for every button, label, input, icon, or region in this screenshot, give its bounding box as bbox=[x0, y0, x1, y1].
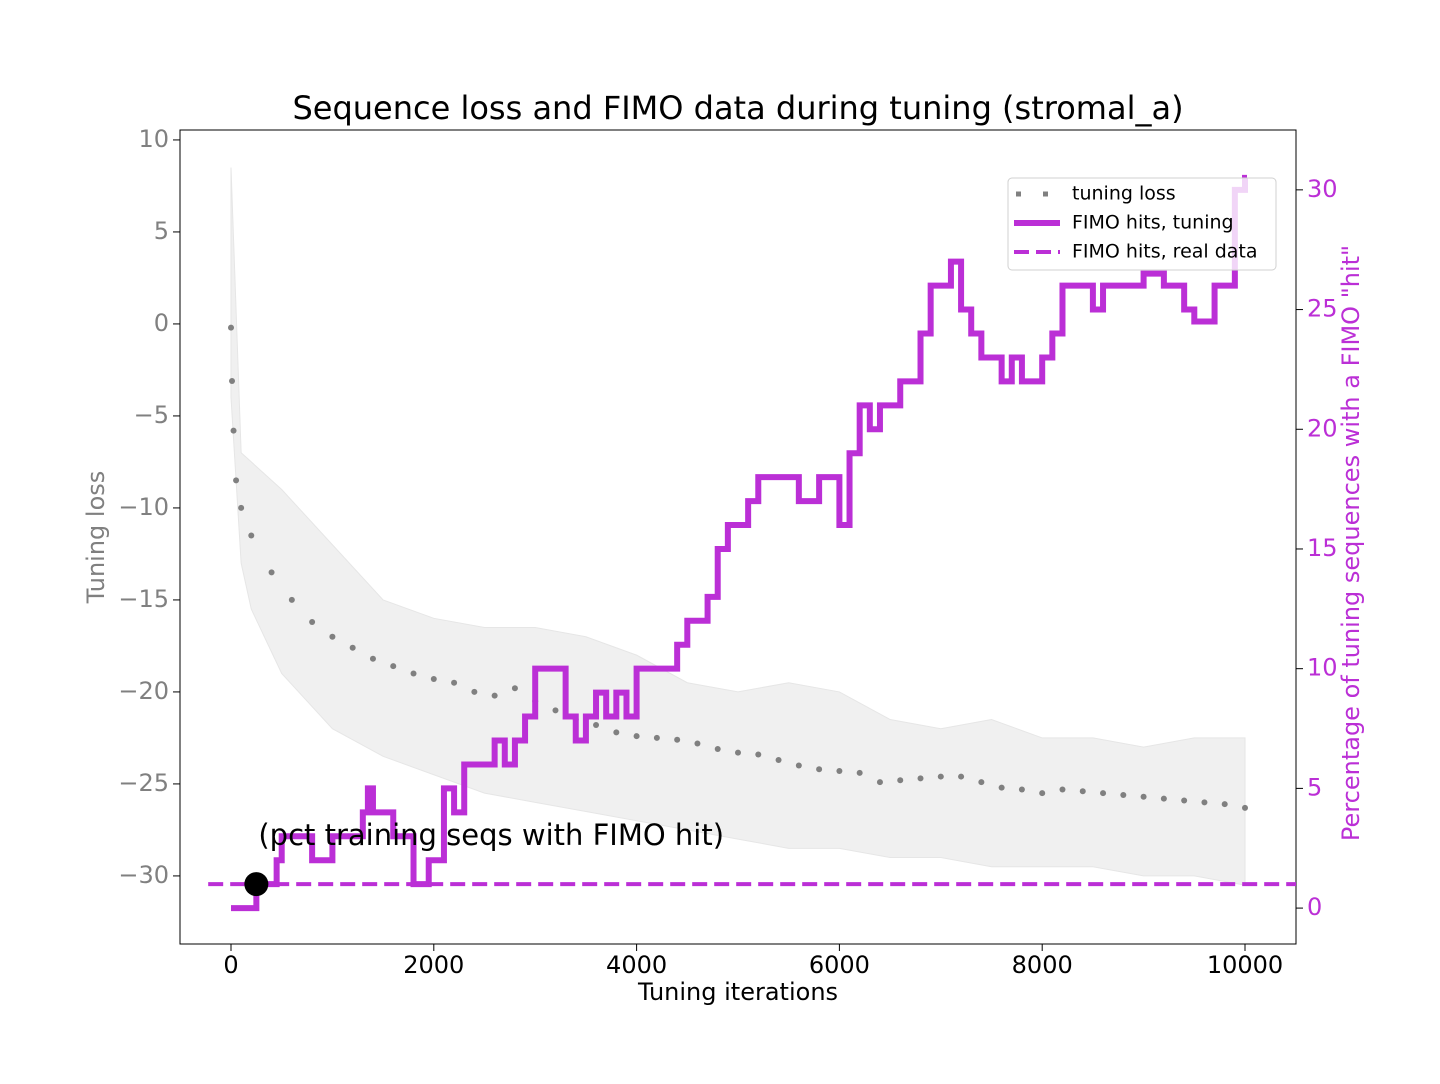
y-tick-label: −15 bbox=[118, 585, 169, 613]
loss-point bbox=[471, 688, 478, 695]
loss-point bbox=[238, 504, 245, 511]
loss-point bbox=[1120, 791, 1127, 798]
loss-point bbox=[937, 773, 944, 780]
loss-point bbox=[329, 633, 336, 640]
loss-point bbox=[369, 655, 376, 662]
loss-point bbox=[1079, 788, 1086, 795]
fimo-line bbox=[231, 174, 1248, 912]
loss-point bbox=[775, 757, 782, 764]
loss-point bbox=[897, 777, 904, 784]
loss-point bbox=[1241, 804, 1248, 811]
x-tick-label: 10000 bbox=[1207, 951, 1283, 979]
loss-point bbox=[1181, 797, 1188, 804]
y-tick-label: −30 bbox=[118, 861, 169, 889]
loss-point bbox=[1100, 790, 1107, 797]
loss-point bbox=[653, 734, 660, 741]
loss-point bbox=[248, 532, 255, 539]
loss-point bbox=[552, 707, 559, 714]
loss-point bbox=[268, 569, 275, 576]
legend-label: tuning loss bbox=[1072, 183, 1176, 205]
loss-point bbox=[1201, 799, 1208, 806]
plot-frame bbox=[179, 129, 1297, 945]
x-tick-label: 8000 bbox=[1012, 951, 1073, 979]
loss-point bbox=[1039, 790, 1046, 797]
loss-point bbox=[230, 427, 237, 434]
y2-tick-label: 5 bbox=[1307, 773, 1322, 801]
loss-point bbox=[288, 596, 295, 603]
loss-point bbox=[309, 619, 316, 626]
loss-point bbox=[978, 779, 985, 786]
y2-tick-label: 20 bbox=[1307, 414, 1338, 442]
loss-point bbox=[593, 722, 600, 729]
x-axis-label: Tuning iterations bbox=[637, 978, 838, 1006]
y-tick-label: −25 bbox=[118, 769, 169, 797]
loss-point bbox=[613, 729, 620, 736]
loss-point bbox=[1160, 795, 1167, 802]
loss-point bbox=[755, 751, 762, 758]
y-tick-label: −20 bbox=[118, 677, 169, 705]
loss-point bbox=[511, 685, 518, 692]
loss-point bbox=[876, 779, 883, 786]
loss-point bbox=[836, 768, 843, 775]
loss-point bbox=[714, 745, 721, 752]
legend-box bbox=[1007, 177, 1277, 271]
y-tick-label: 5 bbox=[154, 217, 169, 245]
loss-point bbox=[390, 663, 397, 670]
chart-title: Sequence loss and FIMO data during tunin… bbox=[292, 89, 1183, 127]
y-tick-label: −10 bbox=[118, 493, 169, 521]
y2-tick-label: 10 bbox=[1307, 654, 1338, 682]
annotation-point bbox=[244, 872, 269, 897]
y2-axis-label: Percentage of tuning sequences with a FI… bbox=[1337, 245, 1365, 841]
loss-point bbox=[1018, 786, 1025, 793]
loss-point bbox=[451, 679, 458, 686]
y-tick-label: 0 bbox=[154, 309, 169, 337]
loss-point bbox=[1221, 801, 1228, 808]
x-tick-label: 0 bbox=[223, 951, 238, 979]
y-axis-label: Tuning loss bbox=[82, 471, 110, 605]
x-tick-label: 4000 bbox=[606, 951, 667, 979]
legend-label: FIMO hits, real data bbox=[1072, 241, 1258, 263]
y-tick-label: −5 bbox=[134, 401, 169, 429]
loss-point bbox=[229, 377, 236, 384]
loss-point bbox=[856, 769, 863, 776]
loss-point bbox=[228, 324, 235, 331]
legend-marker bbox=[1043, 191, 1048, 197]
legend-label: FIMO hits, tuning bbox=[1072, 212, 1234, 234]
loss-point bbox=[795, 762, 802, 769]
y2-tick-label: 25 bbox=[1307, 295, 1338, 323]
loss-point bbox=[998, 784, 1005, 791]
loss-point bbox=[633, 733, 640, 740]
loss-point bbox=[816, 766, 823, 773]
loss-point bbox=[694, 740, 701, 747]
loss-point bbox=[674, 736, 681, 743]
loss-point bbox=[233, 477, 240, 484]
x-tick-label: 2000 bbox=[403, 951, 464, 979]
loss-point bbox=[349, 644, 356, 651]
loss-point bbox=[735, 749, 741, 756]
y-tick-label: 10 bbox=[138, 125, 169, 153]
legend-marker bbox=[1016, 191, 1021, 197]
y2-tick-label: 0 bbox=[1307, 893, 1322, 921]
loss-point bbox=[958, 773, 965, 780]
annotation-text: (pct training seqs with FIMO hit) bbox=[258, 818, 724, 852]
y2-tick-label: 30 bbox=[1307, 175, 1338, 203]
loss-point bbox=[491, 692, 498, 699]
loss-point bbox=[410, 670, 417, 677]
loss-point bbox=[1140, 793, 1147, 800]
y2-tick-label: 15 bbox=[1307, 534, 1338, 562]
loss-point bbox=[917, 775, 924, 782]
loss-point bbox=[430, 676, 437, 683]
x-tick-label: 6000 bbox=[809, 951, 870, 979]
loss-point bbox=[1059, 786, 1066, 793]
